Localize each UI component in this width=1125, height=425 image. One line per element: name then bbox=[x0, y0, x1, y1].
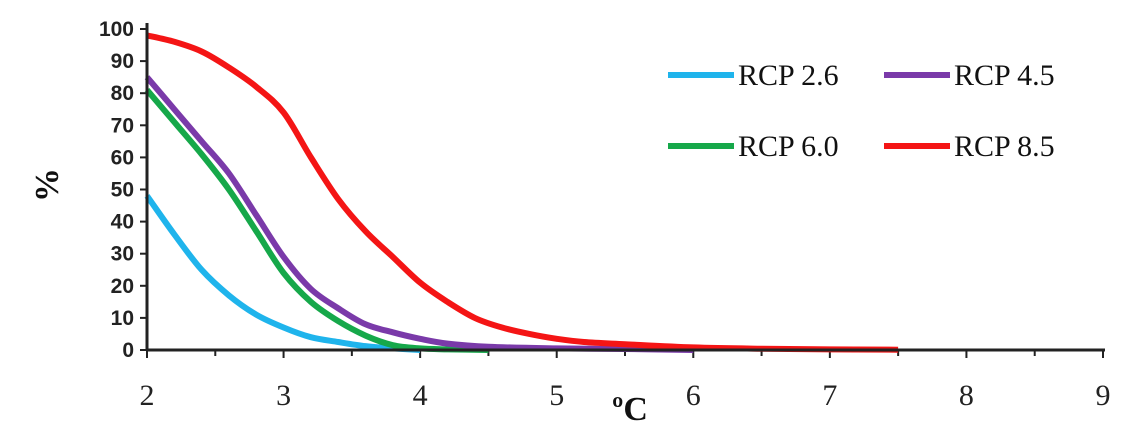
legend-label-rcp-8-5: RCP 8.5 bbox=[954, 130, 1055, 163]
y-tick-label: 100 bbox=[99, 18, 134, 41]
x-tick-group: 2 3 4 5 6 7 8 9 bbox=[140, 350, 1111, 412]
y-tick-label: 70 bbox=[111, 114, 134, 137]
series-line-group bbox=[144, 32, 899, 353]
x-tick-label: 3 bbox=[276, 379, 291, 412]
x-tick-label: 4 bbox=[413, 379, 428, 412]
y-tick-group: 0 10 20 30 40 50 60 70 80 90 100 bbox=[99, 18, 147, 362]
y-tick-label: 80 bbox=[111, 82, 134, 105]
y-tick-label: 0 bbox=[122, 339, 134, 362]
y-axis-label: % bbox=[29, 168, 66, 202]
y-tick-label: 60 bbox=[111, 146, 134, 169]
y-tick-label: 20 bbox=[111, 275, 134, 298]
y-tick-label: 90 bbox=[111, 50, 134, 73]
x-tick-label: 6 bbox=[686, 379, 701, 412]
series-line-rcp-6-0 bbox=[144, 88, 489, 353]
series-line-rcp-2-6 bbox=[144, 194, 421, 353]
legend: RCP 2.6 RCP 4.5 RCP 6.0 RCP 8.5 bbox=[668, 59, 1055, 163]
series-line-rcp-4-5 bbox=[144, 75, 694, 353]
legend-label-rcp-4-5: RCP 4.5 bbox=[954, 59, 1055, 92]
y-tick-label: 10 bbox=[111, 307, 134, 330]
y-tick-label: 30 bbox=[111, 243, 134, 266]
legend-label-rcp-6-0: RCP 6.0 bbox=[738, 130, 839, 163]
x-tick-label: 7 bbox=[822, 379, 837, 412]
y-tick-label: 50 bbox=[111, 179, 134, 202]
series-line-rcp-8-5 bbox=[146, 32, 899, 353]
x-tick-label: 8 bbox=[959, 379, 974, 412]
y-tick-label: 40 bbox=[111, 211, 134, 234]
x-axis-label: ºC bbox=[612, 391, 648, 425]
x-tick-label: 2 bbox=[140, 379, 155, 412]
legend-label-rcp-2-6: RCP 2.6 bbox=[738, 59, 839, 92]
x-tick-label: 5 bbox=[549, 379, 564, 412]
x-tick-label: 9 bbox=[1096, 379, 1111, 412]
